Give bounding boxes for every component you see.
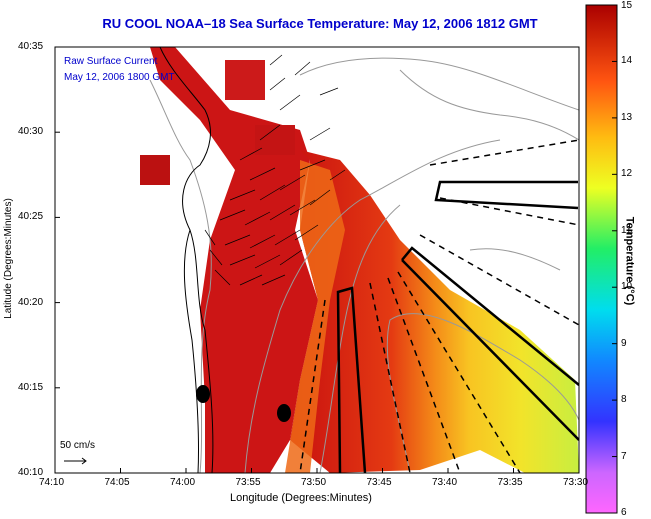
y-tick-label: 40:20 <box>18 296 44 308</box>
colorbar-tick-label: 14 <box>621 55 633 67</box>
station-marker <box>196 385 210 403</box>
x-tick-label: 74:05 <box>104 477 130 488</box>
colorbar-tick-label: 12 <box>621 168 633 180</box>
station-marker <box>277 404 291 422</box>
current-vectors <box>204 54 346 286</box>
x-tick-label: 73:40 <box>432 477 458 488</box>
radar-boxes <box>299 139 579 473</box>
colorbar-tick-label: 7 <box>621 450 627 462</box>
y-tick-label: 40:10 <box>18 467 44 478</box>
colorbar-label: Temperature (°C) <box>623 216 636 306</box>
colorbar-tick-label: 8 <box>621 394 627 406</box>
colorbar-tick-label: 9 <box>621 337 627 349</box>
y-axis-label: Latitude (Degrees:Minutes) <box>2 198 14 319</box>
overlay-line-1: Raw Surface Current <box>64 56 158 67</box>
x-tick-label: 73:30 <box>563 477 589 488</box>
colorbar <box>585 4 618 514</box>
colorbar-tick-label: 11 <box>621 224 632 236</box>
colorbar-tick-label: 10 <box>621 281 633 293</box>
sst-field <box>140 47 579 473</box>
y-tick-label: 40:15 <box>18 381 44 393</box>
colorbar-tick-label: 15 <box>621 0 633 11</box>
coastline <box>159 47 214 473</box>
overlay-line-2: May 12, 2006 1800 GMT <box>64 72 175 83</box>
x-tick-label: 74:00 <box>170 477 196 488</box>
y-tick-label: 40:30 <box>18 126 44 138</box>
bathymetry-contours <box>149 57 579 473</box>
x-tick-label: 74:10 <box>39 477 65 488</box>
x-tick-label: 73:50 <box>301 477 327 488</box>
x-tick-label: 73:35 <box>497 477 523 488</box>
y-tick-label: 40:25 <box>18 211 44 223</box>
colorbar-tick-label: 13 <box>621 111 633 123</box>
map-title: RU COOL NOAA–18 Sea Surface Temperature:… <box>102 16 538 31</box>
x-tick-label: 73:45 <box>366 477 392 488</box>
colorbar-tick-label: 6 <box>621 507 627 518</box>
y-tick-label: 40:35 <box>18 41 44 52</box>
x-axis-label: Longitude (Degrees:Minutes) <box>230 492 372 504</box>
x-tick-label: 73:55 <box>235 477 261 488</box>
scale-label: 50 cm/s <box>60 440 96 451</box>
